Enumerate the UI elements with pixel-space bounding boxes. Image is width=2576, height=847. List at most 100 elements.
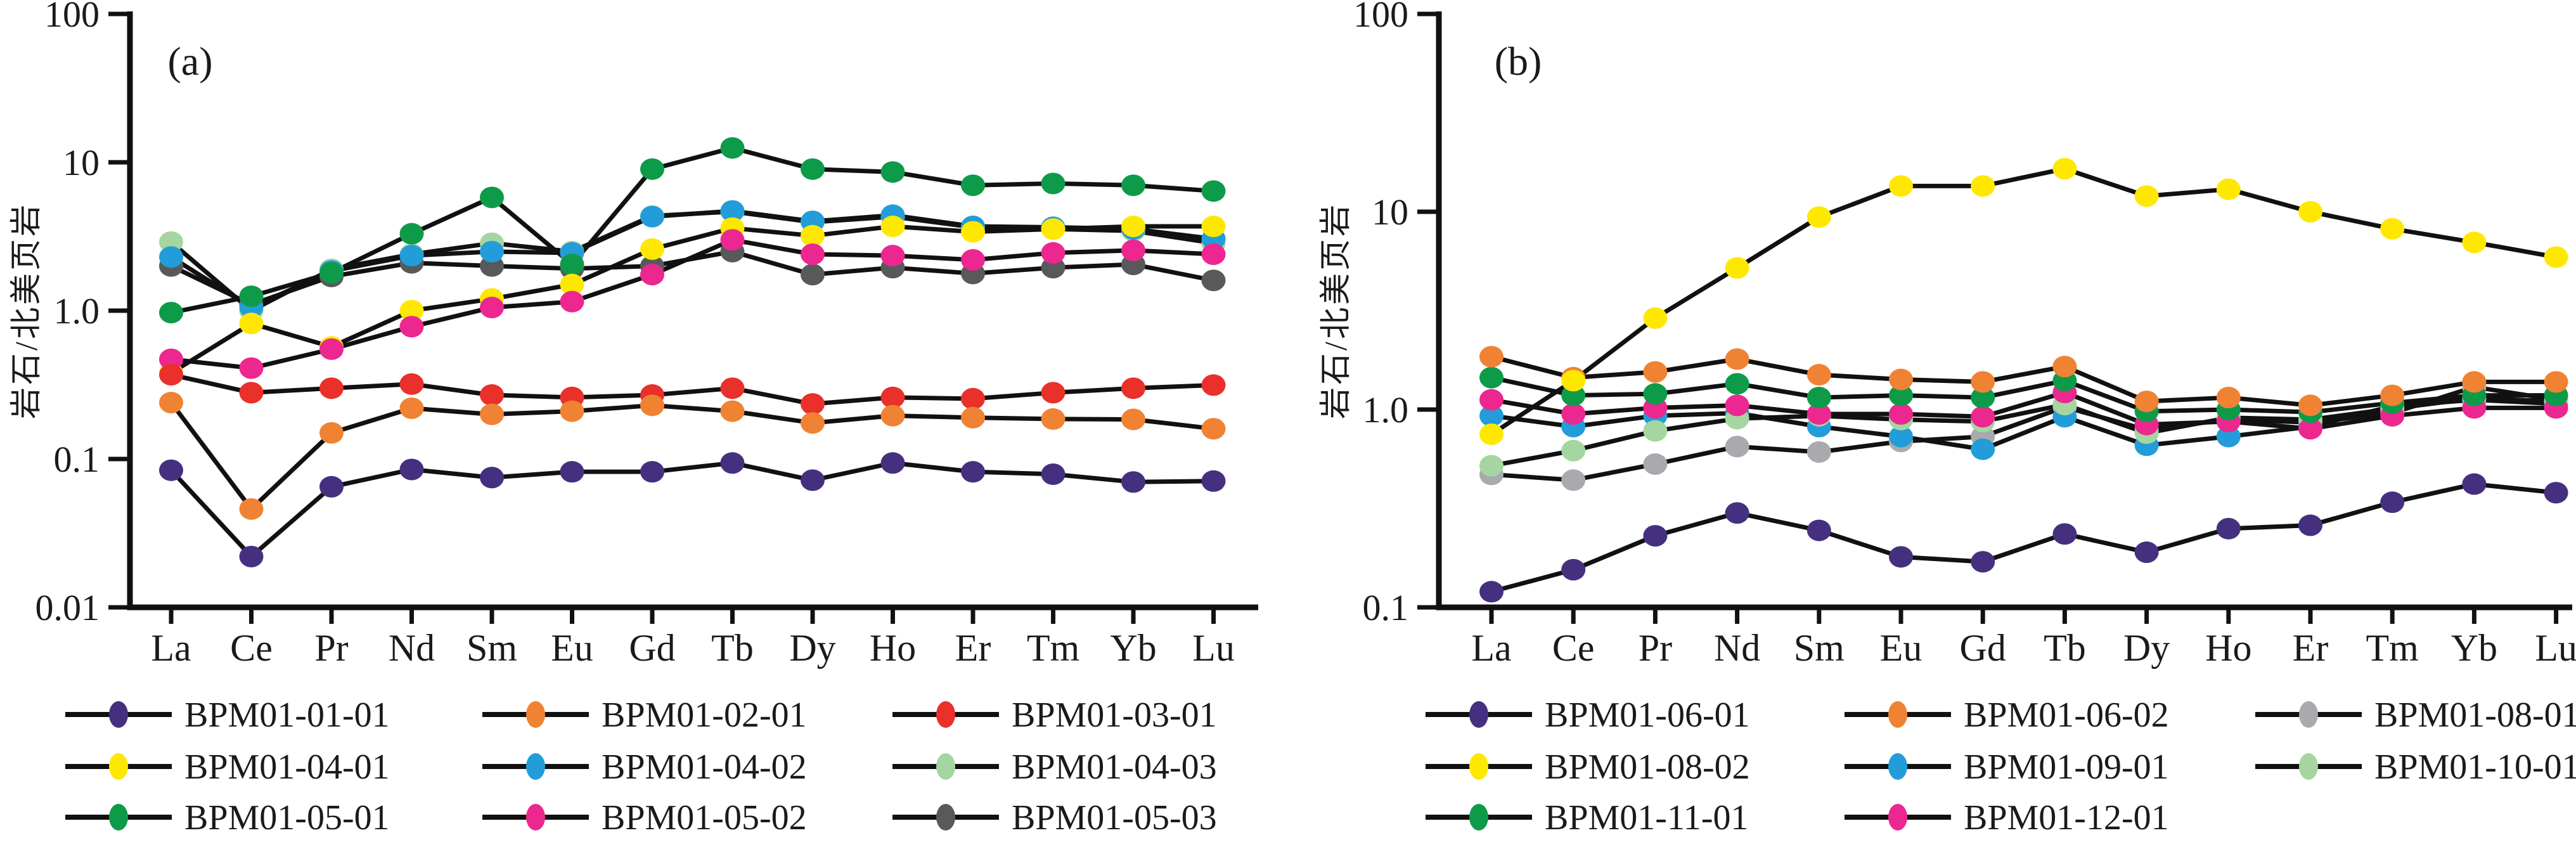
point-BPM01-06-01-Gd <box>1971 551 1995 573</box>
x-tick-label: Er <box>955 627 991 669</box>
point-BPM01-08-02-Dy <box>2134 185 2159 207</box>
x-tick-label: Gd <box>629 627 675 669</box>
legend-label: BPM01-12-01 <box>1964 798 2169 837</box>
x-tick-label: Pr <box>314 627 348 669</box>
series-line-BPM01-08-02 <box>1490 166 2557 436</box>
legend-label: BPM01-08-02 <box>1545 747 1750 787</box>
point-BPM01-11-01-Nd <box>1725 373 1749 395</box>
point-BPM01-04-02-Tb <box>720 200 745 222</box>
series-line-BPM01-12-01 <box>1491 390 2556 431</box>
point-BPM01-04-01-Nd <box>399 300 424 321</box>
x-tick-label: Tb <box>711 627 754 669</box>
legend-label: BPM01-06-01 <box>1545 695 1750 735</box>
legend-item-BPM01-05-01: BPM01-05-01 <box>65 798 390 837</box>
legend-label: BPM01-04-02 <box>602 747 807 787</box>
point-BPM01-02-01-Lu <box>1201 418 1226 440</box>
x-tick-label: Tm <box>1027 627 1079 669</box>
x-tick-label: La <box>1471 627 1511 669</box>
legend-marker-icon <box>2299 753 2318 780</box>
point-BPM01-06-01-Eu <box>1889 546 1913 568</box>
legend-label: BPM01-10-01 <box>2374 747 2576 787</box>
point-BPM01-02-01-Er <box>961 406 985 429</box>
point-BPM01-06-02-Gd <box>1971 371 1995 393</box>
point-BPM01-04-01-Ce <box>239 313 264 335</box>
point-BPM01-04-02-La <box>159 246 183 268</box>
series-line-BPM01-04-01 <box>170 224 1214 375</box>
point-BPM01-05-01-Lu <box>1201 180 1226 202</box>
legend-item-BPM01-08-02: BPM01-08-02 <box>1426 747 1750 787</box>
point-BPM01-02-01-Tm <box>1041 408 1066 430</box>
point-BPM01-04-01-Lu <box>1201 216 1226 238</box>
point-BPM01-01-01-Nd <box>399 458 424 481</box>
point-BPM01-03-01-Ce <box>239 382 264 404</box>
point-BPM01-01-01-Pr <box>319 475 344 498</box>
x-tick-label: Lu <box>1192 627 1235 669</box>
x-tick-label: Pr <box>1639 627 1672 669</box>
legend-label: BPM01-02-01 <box>602 695 807 735</box>
point-BPM01-06-01-Dy <box>2134 541 2159 564</box>
point-BPM01-11-01-Pr <box>1643 383 1668 405</box>
point-BPM01-01-01-Ho <box>880 452 905 474</box>
point-BPM01-01-01-Eu <box>560 461 584 483</box>
point-BPM01-12-01-Ce <box>1561 403 1586 425</box>
x-tick-label: Nd <box>1714 627 1760 669</box>
x-tick-label: Yb <box>1110 627 1156 669</box>
legend-marker-icon <box>526 701 545 728</box>
point-BPM01-08-01-Sm <box>1806 441 1831 463</box>
legend-item-BPM01-01-01: BPM01-01-01 <box>65 695 390 735</box>
point-BPM01-05-02-Tm <box>1041 242 1066 264</box>
point-BPM01-05-02-Pr <box>319 338 344 360</box>
point-BPM01-04-02-Sm <box>480 240 504 262</box>
legend-label: BPM01-08-01 <box>2374 695 2576 735</box>
panel-b-series <box>1479 158 2568 603</box>
legend-label: BPM01-01-01 <box>184 695 390 735</box>
series-line-BPM01-10-01 <box>1491 396 2556 469</box>
x-tick-label: Ho <box>2205 627 2251 669</box>
point-BPM01-08-02-Yb <box>2462 231 2487 254</box>
point-BPM01-12-01-Gd <box>1971 406 1995 428</box>
legend-label: BPM01-05-02 <box>602 798 807 837</box>
point-BPM01-08-02-Eu <box>1889 175 1913 197</box>
point-BPM01-06-01-Ce <box>1561 559 1586 581</box>
point-BPM01-05-02-Tb <box>720 229 745 251</box>
point-BPM01-05-02-La <box>159 348 183 370</box>
point-BPM01-01-01-Tm <box>1041 463 1066 485</box>
point-BPM01-08-02-La <box>1479 423 1504 445</box>
legend-item-BPM01-12-01: BPM01-12-01 <box>1845 798 2169 837</box>
point-BPM01-01-01-Gd <box>640 461 664 483</box>
point-BPM01-05-01-Tm <box>1041 172 1066 195</box>
point-BPM01-05-03-Lu <box>1201 269 1226 292</box>
point-BPM01-01-01-Yb <box>1121 471 1145 493</box>
point-BPM01-10-01-Ce <box>1561 439 1586 462</box>
point-BPM01-06-02-Pr <box>1643 361 1668 383</box>
legend-marker-icon <box>109 804 128 831</box>
legend-marker-icon <box>1469 804 1488 831</box>
point-BPM01-05-02-Er <box>961 249 985 271</box>
point-BPM01-02-01-La <box>159 392 183 414</box>
legend-item-BPM01-05-02: BPM01-05-02 <box>482 798 807 837</box>
point-BPM01-02-01-Tb <box>720 400 745 422</box>
point-BPM01-01-01-Ce <box>239 545 264 567</box>
point-BPM01-05-02-Yb <box>1121 239 1145 261</box>
point-BPM01-11-01-Eu <box>1889 384 1913 406</box>
panel-a-axes: 100 10 1.0 0.1 0.01 La Ce Pr Nd Sm Eu Gd Tb Dy Ho Er Tm Y… <box>35 0 1258 669</box>
x-tick-label: Tm <box>2366 627 2419 669</box>
series-line-BPM01-06-01 <box>1491 482 2556 594</box>
point-BPM01-03-01-Dy <box>801 393 825 415</box>
point-BPM01-05-02-Sm <box>480 297 504 319</box>
panel-a-series <box>159 137 1226 567</box>
point-BPM01-06-01-La <box>1479 581 1504 603</box>
legend-label: BPM01-04-01 <box>184 747 390 787</box>
y-tick-label: 1.0 <box>1363 389 1409 430</box>
legend-marker-icon <box>109 701 128 728</box>
axis-frame <box>1436 11 2572 611</box>
panel-b-label: (b) <box>1495 39 1542 84</box>
point-BPM01-02-01-Ce <box>239 498 264 520</box>
point-BPM01-01-01-Dy <box>801 469 825 491</box>
point-BPM01-04-01-Yb <box>1121 216 1145 238</box>
series-line-BPM01-05-01 <box>171 145 1214 315</box>
y-tick-label: 10 <box>1372 191 1408 233</box>
series-line-BPM01-03-01 <box>171 372 1214 406</box>
